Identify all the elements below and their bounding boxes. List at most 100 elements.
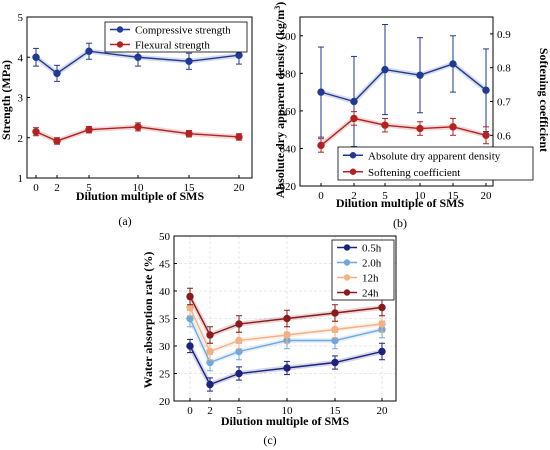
legend-label: 0.5h xyxy=(362,243,382,255)
legend: 0.5h 2.0h 12h 24h xyxy=(331,239,395,301)
y-tick-label: 2 xyxy=(18,133,24,145)
series-line xyxy=(320,117,487,146)
panel-caption: (b) xyxy=(393,216,407,230)
y-tick-label: 20 xyxy=(159,396,171,408)
x-tick-label: 20 xyxy=(377,405,389,417)
series-line xyxy=(189,345,383,386)
data-point xyxy=(53,69,61,78)
data-point xyxy=(134,123,142,131)
y-axis-label: Water absorption rate (%) xyxy=(141,252,155,389)
data-point xyxy=(134,53,142,61)
series-0 xyxy=(32,42,243,82)
data-point xyxy=(32,53,40,61)
legend-box xyxy=(331,239,395,301)
y-tick-label: 700 xyxy=(280,31,297,43)
y-tick-label: 1 xyxy=(18,173,24,185)
y-tick-label: 5 xyxy=(18,12,24,24)
y2-tick-label: 0.7 xyxy=(497,97,511,109)
y-tick-label: 3 xyxy=(18,93,24,105)
y-tick-label: 40 xyxy=(159,286,171,298)
legend: Compressive strength Flexural strength xyxy=(104,21,248,53)
data-point xyxy=(416,124,424,133)
legend-label: Flexural strength xyxy=(135,40,210,52)
legend-swatch-marker xyxy=(343,244,351,251)
legend-label: Compressive strength xyxy=(135,25,231,37)
x-tick-label: 15 xyxy=(184,182,196,194)
y-axis-label: Absolute dry apparent density (kg/m3) xyxy=(273,2,287,198)
x-tick-label: 15 xyxy=(330,405,342,417)
series-halo xyxy=(320,61,488,105)
x-tick-label: 2 xyxy=(54,182,60,194)
x-axis-label: Dilution multiple of SMS xyxy=(336,196,465,210)
data-point xyxy=(206,347,214,356)
data-point xyxy=(378,303,386,312)
x-tick-label: 20 xyxy=(234,182,246,194)
x-axis-label: Dilution multiple of SMS xyxy=(221,414,350,428)
x-axis-label: Dilution multiple of SMS xyxy=(76,189,205,203)
y-axis-label-text: Absolute dry apparent density (kg/m xyxy=(273,10,287,198)
panel-caption: (c) xyxy=(263,433,276,447)
y2-tick-label: 0.8 xyxy=(497,63,511,75)
panel-b: 0251015206206406606807000.50.60.70.80.9D… xyxy=(273,2,550,230)
series-line xyxy=(189,318,383,364)
x-tick-label: 2 xyxy=(207,405,213,417)
series-0 xyxy=(186,338,386,392)
data-point xyxy=(235,336,243,345)
series-line xyxy=(189,296,383,336)
y-tick-label: 4 xyxy=(18,52,24,64)
y-tick-label: 30 xyxy=(159,341,171,353)
x-tick-label: 0 xyxy=(33,182,39,194)
legend-label: 24h xyxy=(362,288,379,300)
y-tick-label: 640 xyxy=(280,143,297,155)
legend-swatch-marker xyxy=(349,168,357,175)
legend-label: 12h xyxy=(362,273,379,285)
series-line xyxy=(189,307,383,353)
data-point xyxy=(317,88,325,96)
series-1 xyxy=(32,122,243,145)
series-halo xyxy=(319,115,487,148)
data-point xyxy=(283,331,291,339)
data-point xyxy=(331,336,339,345)
legend-swatch-marker xyxy=(116,41,124,48)
x-tick-label: 5 xyxy=(382,190,388,202)
data-point xyxy=(317,141,325,150)
data-point xyxy=(283,364,291,372)
data-point xyxy=(482,131,490,140)
data-point xyxy=(235,133,243,141)
x-tick-label: 5 xyxy=(236,405,242,417)
data-point xyxy=(482,86,490,94)
data-point xyxy=(449,123,457,131)
series-line xyxy=(35,126,240,142)
panel-caption: (a) xyxy=(118,214,131,228)
x-tick-label: 10 xyxy=(415,190,427,202)
data-point xyxy=(331,309,339,317)
data-point xyxy=(235,369,243,378)
legend: Absolute dry apparent density Softening c… xyxy=(337,146,534,181)
legend-box xyxy=(104,21,248,53)
legend-swatch-marker xyxy=(343,274,351,281)
y-axis-label-text: Water absorption rate (%) xyxy=(141,252,155,389)
legend-swatch-marker xyxy=(343,289,351,296)
y-tick-label: 680 xyxy=(280,68,297,80)
data-point xyxy=(185,57,193,65)
legend-swatch-marker xyxy=(343,259,351,266)
data-point xyxy=(416,71,424,79)
data-point xyxy=(206,380,214,389)
legend-swatch-marker xyxy=(116,26,124,33)
data-point xyxy=(378,320,386,328)
legend-label: 2.0h xyxy=(362,258,382,270)
data-point xyxy=(381,65,389,74)
y-axis-label: Strength (MPa) xyxy=(0,60,13,140)
legend-box xyxy=(337,146,534,181)
legend-swatch-marker xyxy=(349,152,357,159)
data-point xyxy=(350,114,358,123)
data-point xyxy=(235,51,243,59)
legend-label: Absolute dry apparent density xyxy=(368,150,501,162)
x-tick-label: 20 xyxy=(481,190,493,202)
y-tick-label: 620 xyxy=(280,181,297,193)
y-tick-label: 35 xyxy=(159,314,171,326)
y-axis-label-superscript: 3 xyxy=(273,6,282,10)
data-point xyxy=(381,121,389,129)
